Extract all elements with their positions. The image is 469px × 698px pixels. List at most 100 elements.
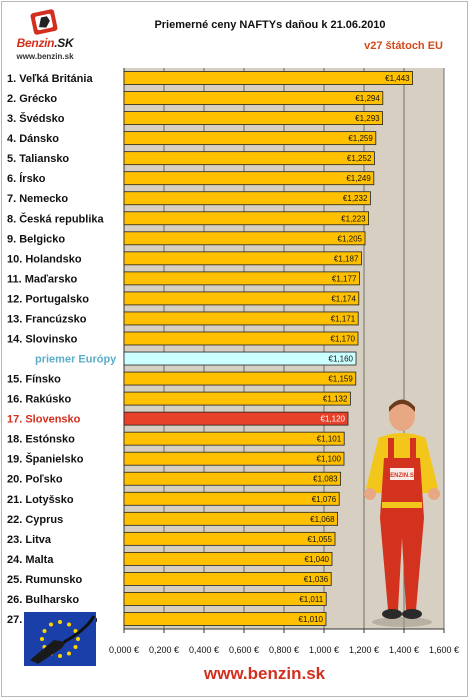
category-label: 3. Švédsko [7, 112, 65, 125]
bar [123, 531, 336, 546]
data-label: €1,010 [299, 615, 324, 624]
category-label: 13. Francúzsko [7, 313, 87, 325]
logo-brand-text: Benzin.SK [16, 36, 74, 50]
data-label: €1,132 [323, 395, 348, 404]
bar [123, 311, 359, 326]
data-label: €1,011 [299, 595, 323, 604]
x-tick-label: 1,600 € [429, 645, 459, 655]
chart-subtitle: v27 štátoch EU [364, 40, 443, 52]
bar [123, 111, 384, 125]
category-label: 9. Belgicko [7, 233, 65, 245]
category-label: 7. Nemecko [7, 193, 68, 205]
data-label: €1,055 [308, 535, 333, 544]
bar [123, 151, 375, 166]
fuel-nozzle-icon [30, 9, 58, 35]
category-label: 14. Slovinsko [7, 333, 78, 345]
data-label: €1,249 [346, 174, 371, 183]
x-tick-label: 0,200 € [149, 645, 179, 655]
bar [123, 351, 357, 366]
category-label: 2. Grécko [7, 93, 57, 105]
data-label: €1,293 [355, 114, 380, 123]
category-label: 6. Írsko [7, 172, 46, 185]
category-label: 4. Dánsko [7, 133, 59, 145]
x-tick-label: 0,400 € [189, 645, 219, 655]
data-label: €1,174 [331, 294, 356, 303]
data-label: €1,205 [338, 234, 363, 243]
bar [123, 171, 375, 186]
bar [123, 211, 370, 226]
x-tick-label: 0,800 € [269, 645, 299, 655]
bar [123, 592, 327, 606]
bar [123, 71, 414, 85]
eu-flag-nozzle-icon [24, 612, 96, 666]
category-label: 16. Rakúsko [7, 394, 71, 406]
data-label: €1,252 [347, 154, 372, 163]
category-label: 23. Litva [7, 534, 52, 546]
data-label: €1,259 [348, 134, 373, 143]
bar [123, 131, 377, 146]
bar [123, 471, 342, 486]
data-label: €1,294 [355, 94, 380, 103]
data-label: €1,160 [329, 355, 354, 364]
data-label: €1,177 [332, 274, 357, 283]
data-label: €1,232 [343, 194, 368, 203]
bar [123, 551, 333, 566]
category-label: 20. Poľsko [7, 474, 63, 486]
data-label: €1,040 [305, 555, 330, 564]
data-label: €1,187 [334, 254, 359, 263]
data-label: €1,170 [331, 334, 356, 343]
bar [123, 291, 360, 306]
category-label: 24. Malta [7, 554, 54, 566]
mascot-illustration: BENZIN.SK [364, 399, 440, 627]
category-label: 8. Česká republika [7, 212, 104, 225]
bar [123, 572, 332, 586]
bar [123, 411, 349, 426]
category-label: 1. Veľká Británia [7, 73, 93, 85]
bar [123, 431, 345, 446]
bar [123, 231, 366, 246]
bar [123, 191, 371, 206]
category-label: 12. Portugalsko [7, 293, 89, 305]
category-label: priemer Európy [35, 354, 117, 366]
bar [123, 491, 340, 506]
category-label: 5. Taliansko [7, 153, 69, 165]
data-label: €1,443 [385, 74, 410, 83]
bar [123, 511, 339, 526]
mascot-badge-text: BENZIN.SK [386, 473, 419, 479]
data-label: €1,223 [341, 214, 366, 223]
x-tick-label: 0,600 € [229, 645, 259, 655]
data-label: €1,171 [331, 314, 356, 323]
data-label: €1,036 [304, 575, 329, 584]
benzin-logo: Benzin.SK www.benzin.sk [4, 8, 86, 68]
logo-url: www.benzin.sk [16, 52, 74, 61]
bar [123, 451, 345, 466]
data-label: €1,068 [310, 515, 335, 524]
category-label: 15. Fínsko [7, 374, 61, 386]
data-label: €1,159 [328, 375, 353, 384]
bar [123, 251, 362, 266]
category-label: 26. Bulharsko [7, 594, 79, 606]
data-label: €1,100 [317, 455, 342, 464]
category-label: 25. Rumunsko [7, 574, 82, 586]
x-tick-label: 1,200 € [349, 645, 379, 655]
x-tick-label: 1,000 € [309, 645, 339, 655]
category-label: 10. Holandsko [7, 253, 82, 265]
bar [123, 91, 384, 105]
bar [123, 371, 357, 386]
category-label: 17. Slovensko [7, 414, 81, 426]
bar [123, 271, 360, 286]
footer-url: www.benzin.sk [203, 664, 326, 683]
data-label: €1,076 [312, 495, 337, 504]
category-label: 18. Estónsko [7, 434, 75, 446]
x-tick-label: 1,400 € [389, 645, 419, 655]
category-label: 11. Maďarsko [7, 273, 78, 285]
category-label: 22. Cyprus [7, 514, 63, 526]
category-label: 21. Lotyšsko [7, 494, 74, 506]
data-label: €1,101 [317, 435, 342, 444]
x-tick-label: 0,000 € [109, 645, 139, 655]
bar [123, 331, 359, 346]
data-label: €1,120 [321, 415, 346, 424]
bar [123, 612, 327, 626]
category-label: 19. Španielsko [7, 453, 84, 466]
